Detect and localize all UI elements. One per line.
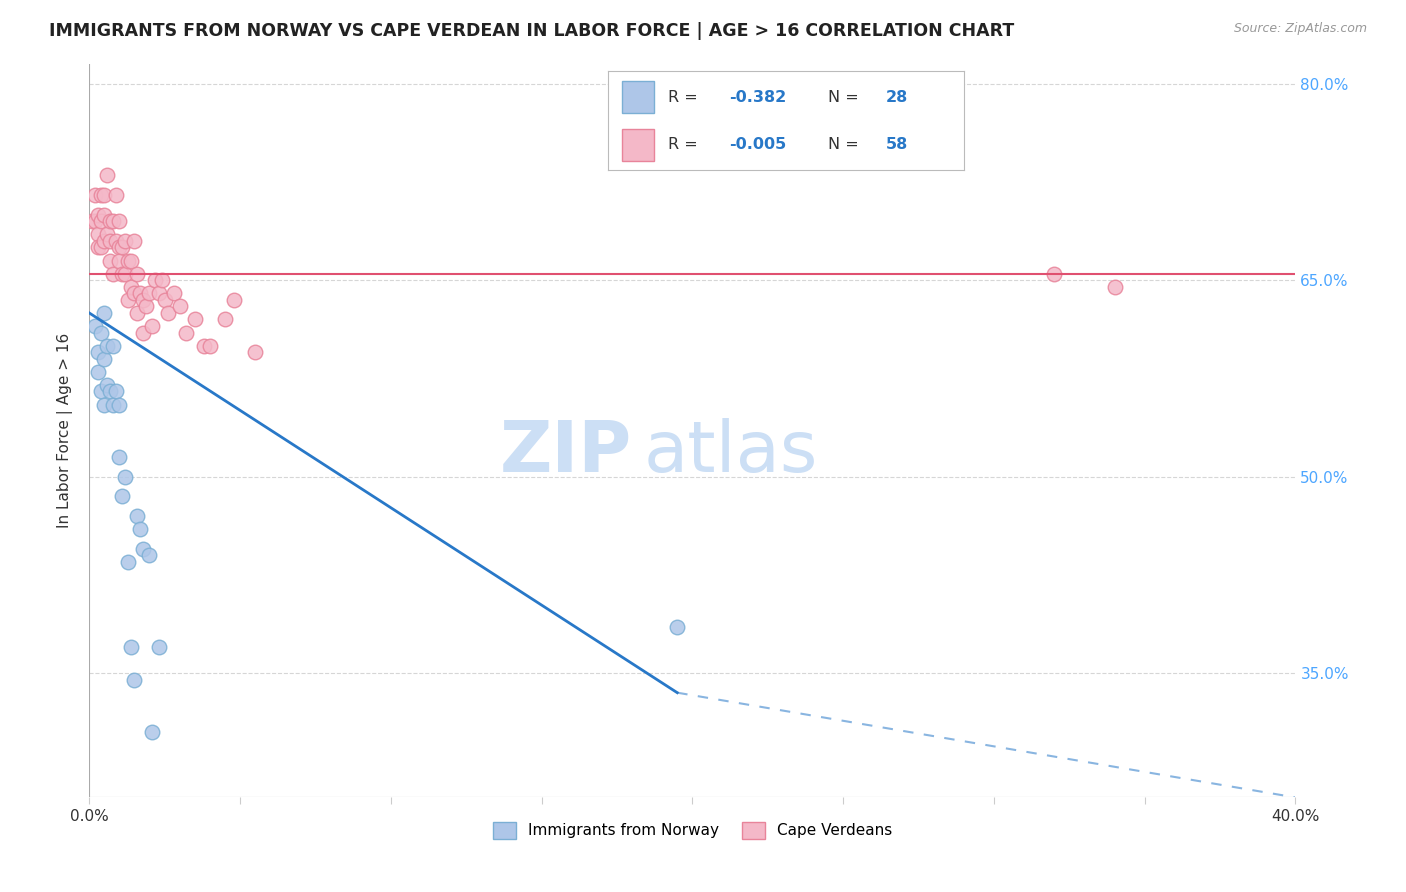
Point [129, 522, 152, 536]
Point [124, 673, 146, 687]
Point [93, 188, 115, 202]
Point [132, 326, 155, 340]
Point [214, 312, 236, 326]
Point [141, 318, 163, 333]
Point [117, 253, 139, 268]
Point [145, 273, 167, 287]
Point [82, 214, 104, 228]
Y-axis label: In Labor Force | Age > 16: In Labor Force | Age > 16 [58, 333, 73, 528]
Point [127, 267, 149, 281]
Point [93, 398, 115, 412]
Point [98, 214, 121, 228]
Point [108, 398, 131, 412]
Point [120, 253, 142, 268]
Point [93, 306, 115, 320]
Text: Source: ZipAtlas.com: Source: ZipAtlas.com [1233, 22, 1367, 36]
Point [120, 279, 142, 293]
Point [103, 267, 125, 281]
Point [198, 338, 221, 352]
Point [90, 188, 112, 202]
Point [111, 240, 134, 254]
Point [243, 345, 266, 359]
Point [114, 469, 136, 483]
Point [120, 640, 142, 654]
Point [108, 253, 131, 268]
Point [135, 299, 157, 313]
Point [90, 384, 112, 399]
Point [148, 286, 170, 301]
Point [117, 293, 139, 307]
Point [1104, 279, 1126, 293]
Point [93, 208, 115, 222]
Point [105, 234, 128, 248]
Point [111, 267, 134, 281]
Point [93, 234, 115, 248]
Point [129, 286, 152, 301]
Point [138, 286, 160, 301]
Point [90, 240, 112, 254]
Point [98, 234, 121, 248]
Point [127, 508, 149, 523]
Point [132, 541, 155, 556]
Point [138, 548, 160, 562]
Point [162, 286, 184, 301]
Point [87, 240, 110, 254]
Point [117, 555, 139, 569]
Point [1043, 267, 1066, 281]
Point [169, 299, 191, 313]
Text: atlas: atlas [644, 418, 818, 487]
Point [114, 267, 136, 281]
Point [87, 227, 110, 242]
Text: IMMIGRANTS FROM NORWAY VS CAPE VERDEAN IN LABOR FORCE | AGE > 16 CORRELATION CHA: IMMIGRANTS FROM NORWAY VS CAPE VERDEAN I… [49, 22, 1015, 40]
Point [98, 384, 121, 399]
Point [183, 312, 205, 326]
Point [124, 234, 146, 248]
Point [105, 384, 128, 399]
Point [114, 234, 136, 248]
Point [96, 338, 118, 352]
Point [98, 253, 121, 268]
Point [111, 489, 134, 503]
Point [222, 293, 245, 307]
Point [103, 398, 125, 412]
Point [156, 306, 179, 320]
Point [148, 640, 170, 654]
Point [84, 214, 107, 228]
Point [103, 338, 125, 352]
Point [124, 286, 146, 301]
Point [141, 725, 163, 739]
Point [108, 450, 131, 464]
Text: ZIP: ZIP [499, 418, 631, 487]
Point [153, 293, 176, 307]
Point [96, 227, 118, 242]
Point [90, 326, 112, 340]
Point [87, 208, 110, 222]
Point [90, 214, 112, 228]
Point [132, 293, 155, 307]
Point [93, 351, 115, 366]
Point [84, 318, 107, 333]
Point [87, 345, 110, 359]
Point [108, 240, 131, 254]
Point [96, 378, 118, 392]
Point [666, 620, 689, 634]
Point [108, 214, 131, 228]
Point [103, 214, 125, 228]
Legend: Immigrants from Norway, Cape Verdeans: Immigrants from Norway, Cape Verdeans [486, 816, 898, 845]
Point [174, 326, 197, 340]
Point [127, 306, 149, 320]
Point [150, 273, 173, 287]
Point [84, 188, 107, 202]
Point [96, 169, 118, 183]
Point [193, 338, 215, 352]
Point [87, 365, 110, 379]
Point [105, 188, 128, 202]
